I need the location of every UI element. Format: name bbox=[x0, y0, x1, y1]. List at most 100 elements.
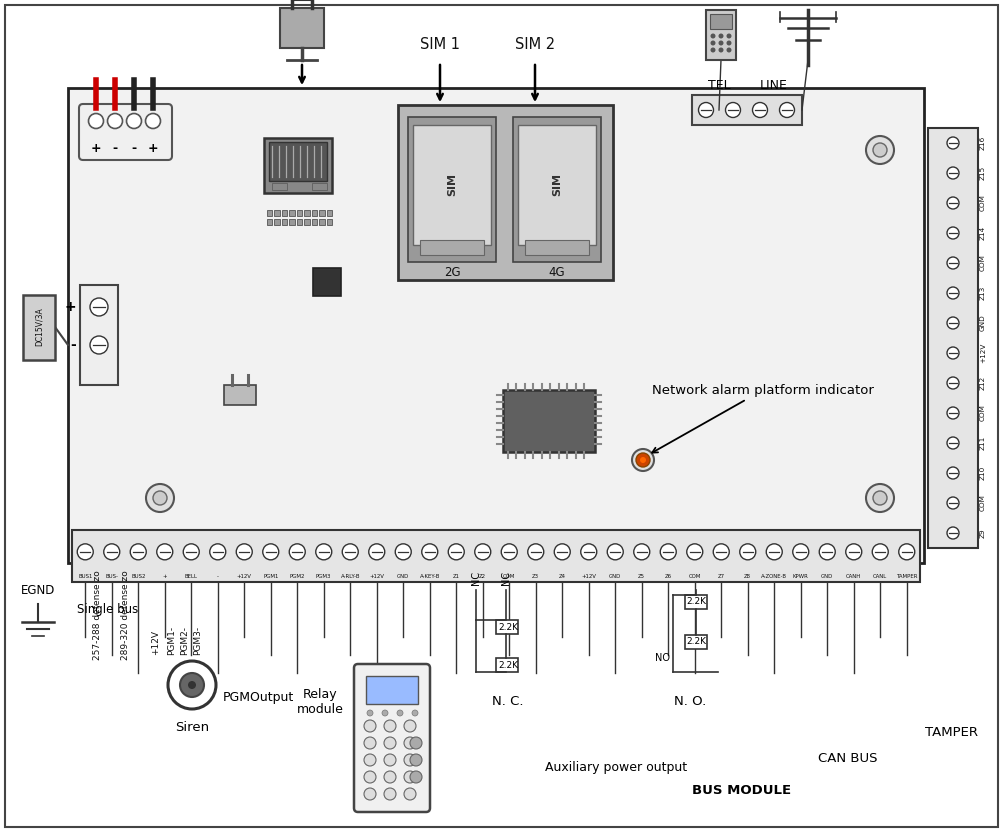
Circle shape bbox=[236, 544, 252, 560]
Bar bbox=[312, 210, 317, 216]
Circle shape bbox=[383, 754, 395, 766]
Circle shape bbox=[946, 227, 958, 239]
Bar bbox=[518, 125, 596, 245]
Circle shape bbox=[660, 544, 676, 560]
Text: Z8: Z8 bbox=[743, 574, 750, 579]
Text: 257-288 defense zo: 257-288 defense zo bbox=[93, 571, 102, 660]
Bar bbox=[327, 219, 332, 225]
Circle shape bbox=[184, 544, 199, 560]
Text: Z3: Z3 bbox=[532, 574, 539, 579]
Circle shape bbox=[710, 41, 715, 46]
Text: KPWR: KPWR bbox=[792, 574, 807, 579]
Text: +: + bbox=[90, 142, 101, 154]
Text: Z11: Z11 bbox=[979, 436, 985, 450]
Circle shape bbox=[639, 457, 645, 463]
Text: DC15V/3A: DC15V/3A bbox=[34, 307, 43, 347]
Text: -: - bbox=[70, 338, 76, 352]
Text: 2G: 2G bbox=[443, 266, 459, 278]
Text: SIM: SIM bbox=[552, 173, 562, 196]
Text: SIM 2: SIM 2 bbox=[515, 37, 555, 52]
Bar bbox=[304, 219, 310, 225]
Bar bbox=[927, 128, 977, 548]
Bar bbox=[319, 210, 325, 216]
Circle shape bbox=[403, 720, 415, 732]
Circle shape bbox=[381, 710, 387, 716]
Text: NC: NC bbox=[500, 571, 511, 585]
Circle shape bbox=[145, 484, 174, 512]
Bar bbox=[267, 210, 272, 216]
Circle shape bbox=[710, 47, 715, 52]
Bar bbox=[272, 183, 287, 190]
Text: COM: COM bbox=[503, 574, 515, 579]
Circle shape bbox=[396, 710, 402, 716]
Bar bbox=[297, 210, 302, 216]
Text: +12V: +12V bbox=[369, 574, 384, 579]
Bar bbox=[513, 117, 601, 262]
Bar bbox=[684, 635, 706, 649]
Text: A-KEY-B: A-KEY-B bbox=[419, 574, 439, 579]
Circle shape bbox=[946, 377, 958, 389]
Circle shape bbox=[818, 544, 834, 560]
Text: GND: GND bbox=[609, 574, 621, 579]
Circle shape bbox=[765, 544, 781, 560]
Circle shape bbox=[872, 544, 888, 560]
Circle shape bbox=[88, 113, 103, 128]
Bar bbox=[23, 295, 55, 360]
Circle shape bbox=[866, 484, 893, 512]
Circle shape bbox=[726, 33, 731, 38]
Text: TEL: TEL bbox=[707, 78, 729, 92]
Circle shape bbox=[726, 47, 731, 52]
Text: COM: COM bbox=[979, 195, 985, 212]
Text: Z4: Z4 bbox=[559, 574, 565, 579]
Text: A-RLY-B: A-RLY-B bbox=[340, 574, 360, 579]
Bar bbox=[304, 210, 310, 216]
Text: PGM3-: PGM3- bbox=[194, 626, 203, 655]
Text: +: + bbox=[64, 300, 76, 314]
Bar bbox=[709, 14, 731, 29]
Text: Z15: Z15 bbox=[979, 166, 985, 180]
Circle shape bbox=[710, 33, 715, 38]
Text: -: - bbox=[131, 142, 136, 154]
Text: Z5: Z5 bbox=[638, 574, 645, 579]
Circle shape bbox=[698, 102, 713, 117]
Text: A-ZONE-B: A-ZONE-B bbox=[760, 574, 786, 579]
Bar bbox=[327, 210, 332, 216]
Bar bbox=[274, 219, 280, 225]
Text: +: + bbox=[162, 574, 166, 579]
Text: 4G: 4G bbox=[549, 266, 565, 278]
Bar bbox=[705, 10, 735, 60]
Bar bbox=[280, 8, 324, 48]
Text: Siren: Siren bbox=[175, 721, 209, 734]
Circle shape bbox=[946, 197, 958, 209]
Circle shape bbox=[364, 720, 376, 732]
Circle shape bbox=[383, 720, 395, 732]
Circle shape bbox=[364, 771, 376, 783]
Circle shape bbox=[898, 544, 914, 560]
Text: NO: NO bbox=[654, 653, 669, 663]
Bar bbox=[525, 240, 589, 255]
Circle shape bbox=[90, 336, 108, 354]
Text: 2.2K: 2.2K bbox=[685, 597, 705, 606]
Text: PGM1: PGM1 bbox=[263, 574, 278, 579]
Bar bbox=[495, 658, 518, 672]
Text: Auxiliary power output: Auxiliary power output bbox=[545, 761, 686, 775]
Circle shape bbox=[873, 143, 886, 157]
Bar bbox=[72, 530, 919, 582]
Circle shape bbox=[946, 437, 958, 449]
Circle shape bbox=[474, 544, 490, 560]
Circle shape bbox=[126, 113, 141, 128]
Text: BELL: BELL bbox=[185, 574, 198, 579]
Circle shape bbox=[107, 113, 122, 128]
Circle shape bbox=[409, 737, 421, 749]
Circle shape bbox=[210, 544, 226, 560]
Circle shape bbox=[718, 33, 723, 38]
Circle shape bbox=[409, 771, 421, 783]
Text: SIM 1: SIM 1 bbox=[419, 37, 459, 52]
Text: Z12: Z12 bbox=[979, 376, 985, 390]
Circle shape bbox=[528, 544, 544, 560]
Circle shape bbox=[946, 287, 958, 299]
Text: 2.2K: 2.2K bbox=[497, 622, 518, 631]
Circle shape bbox=[364, 754, 376, 766]
Text: Z10: Z10 bbox=[979, 466, 985, 480]
Circle shape bbox=[403, 771, 415, 783]
